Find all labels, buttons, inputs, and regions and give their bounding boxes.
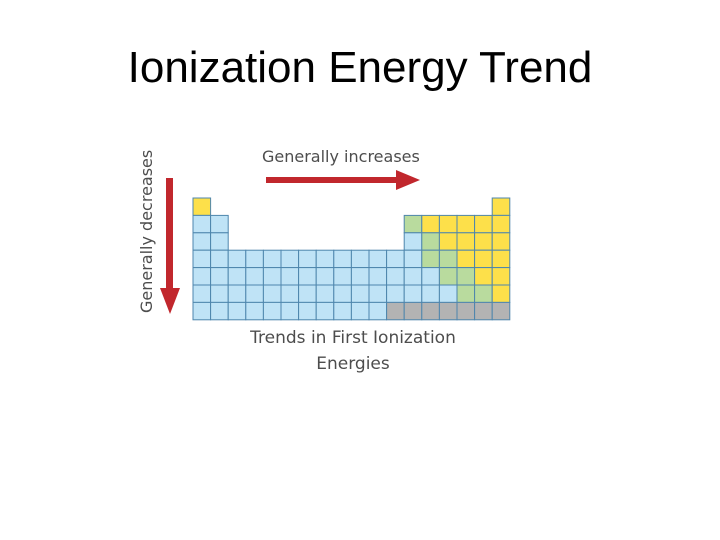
element-cell-metal: [192, 301, 212, 321]
element-cell-metal: [315, 284, 335, 303]
element-cell-metal: [298, 284, 317, 303]
element-cell-metal: [210, 214, 229, 234]
element-cell-metalloid: [438, 267, 458, 286]
element-cell-nonmetal: [438, 214, 458, 234]
element-cell-metalloid: [456, 267, 476, 286]
caption-line-2: Energies: [316, 354, 390, 374]
element-cell-metal: [386, 249, 405, 269]
element-cell-metal: [245, 267, 264, 286]
slide-title: Ionization Energy Trend: [127, 43, 593, 92]
element-cell-metal: [368, 249, 388, 269]
element-cell-nonmetal: [491, 232, 511, 251]
element-cell-metal: [350, 267, 370, 286]
element-cell-metal: [315, 301, 335, 321]
element-cell-metal: [280, 284, 300, 303]
element-cell-metalloid: [474, 301, 493, 321]
element-cell-metal: [350, 249, 370, 269]
element-cell-metal: [298, 267, 317, 286]
element-cell-metal: [298, 249, 317, 269]
element-cell-metalloid: [438, 301, 458, 321]
element-cell-nonmetal: [474, 214, 493, 234]
element-cell-metal: [403, 267, 423, 286]
element-cell-metalloid: [491, 301, 511, 321]
element-cell-nonmetal: [192, 197, 212, 216]
periodic-table-grid: [192, 197, 511, 321]
element-cell-metal: [403, 249, 423, 269]
element-cell-nonmetal: [491, 267, 511, 286]
element-cell-metal: [298, 301, 317, 321]
element-cell-metal: [192, 214, 212, 234]
top-arrow-label: Generally increases: [262, 147, 420, 166]
element-cell-metal: [245, 284, 264, 303]
element-cell-metal: [421, 284, 440, 303]
element-cell-metal: [403, 284, 423, 303]
element-cell-nonmetal: [456, 249, 476, 269]
element-cell-nonmetal: [491, 197, 511, 216]
element-cell-metal: [350, 301, 370, 321]
element-cell-metalloid: [474, 284, 493, 303]
element-cell-metal: [227, 301, 247, 321]
element-cell-metal: [368, 267, 388, 286]
element-cell-metal: [210, 267, 229, 286]
element-cell-metal: [350, 284, 370, 303]
element-cell-nonmetal: [421, 214, 440, 234]
element-cell-metal: [262, 267, 282, 286]
element-cell-metalloid: [403, 214, 423, 234]
element-cell-metal: [438, 284, 458, 303]
element-cell-metal: [421, 267, 440, 286]
element-cell-metalloid: [456, 301, 476, 321]
element-cell-metal: [368, 284, 388, 303]
increase-arrow-icon: [266, 170, 420, 190]
element-cell-metal: [210, 301, 229, 321]
element-cell-metal: [245, 249, 264, 269]
element-cell-metal: [386, 284, 405, 303]
element-cell-metal: [280, 267, 300, 286]
element-cell-metal: [403, 232, 423, 251]
element-cell-metal: [192, 267, 212, 286]
element-cell-nonmetal: [491, 214, 511, 234]
element-cell-metal: [227, 284, 247, 303]
element-cell-metal: [210, 232, 229, 251]
element-cell-metal: [192, 284, 212, 303]
element-cell-metalloid: [403, 301, 423, 321]
element-cell-nonmetal: [474, 267, 493, 286]
decrease-arrow-icon: [160, 178, 180, 314]
element-cell-nonmetal: [491, 249, 511, 269]
element-cell-metalloid: [456, 284, 476, 303]
element-cell-metal: [192, 232, 212, 251]
element-cell-metalloid: [421, 232, 440, 251]
element-cell-metal: [368, 301, 388, 321]
element-cell-nonmetal: [491, 284, 511, 303]
element-cell-metal: [210, 284, 229, 303]
element-cell-metal: [245, 301, 264, 321]
element-cell-metal: [333, 301, 352, 321]
caption-line-1: Trends in First Ionization: [249, 328, 456, 348]
element-cell-nonmetal: [474, 249, 493, 269]
element-cell-metal: [315, 249, 335, 269]
element-cell-metal: [262, 301, 282, 321]
element-cell-metal: [333, 267, 352, 286]
side-arrow-label: Generally decreases: [137, 150, 156, 313]
element-cell-metal: [227, 267, 247, 286]
element-cell-metalloid: [421, 301, 440, 321]
element-cell-metal: [227, 249, 247, 269]
element-cell-metalloid: [438, 249, 458, 269]
element-cell-metal: [192, 249, 212, 269]
element-cell-nonmetal: [456, 232, 476, 251]
element-cell-metal: [262, 284, 282, 303]
element-cell-nonmetal: [474, 232, 493, 251]
element-cell-metal: [280, 301, 300, 321]
element-cell-metal: [262, 249, 282, 269]
element-cell-nonmetal: [438, 232, 458, 251]
element-cell-metal: [386, 267, 405, 286]
element-cell-metalloid: [421, 249, 440, 269]
element-cell-metal: [280, 249, 300, 269]
element-cell-metal: [210, 249, 229, 269]
element-cell-metal: [333, 284, 352, 303]
element-cell-metal: [315, 267, 335, 286]
element-cell-nonmetal: [456, 214, 476, 234]
element-cell-metalloid: [386, 301, 405, 321]
element-cell-metal: [333, 249, 352, 269]
